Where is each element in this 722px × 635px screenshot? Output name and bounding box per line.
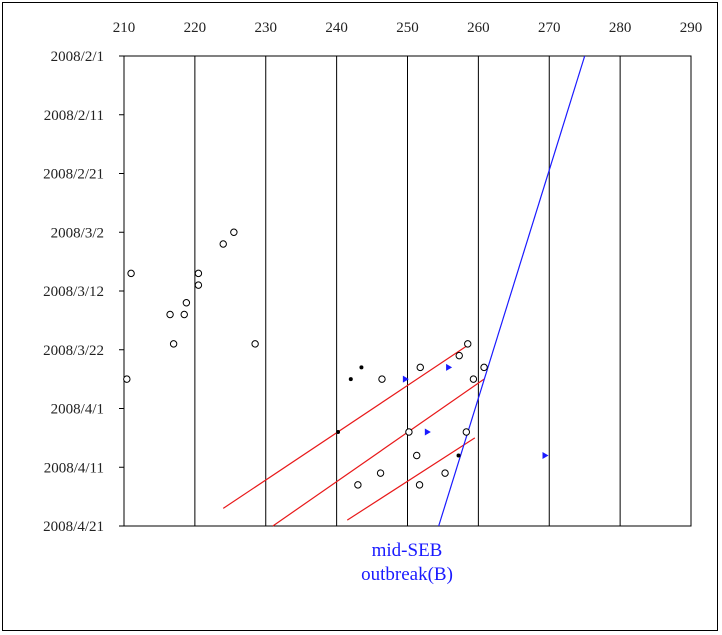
data-point-open-circle — [123, 375, 131, 383]
data-point-dot — [336, 430, 341, 434]
y-tick-label: 2008/2/11 — [44, 108, 104, 124]
annotation-label: outbreak(B) — [361, 564, 453, 585]
data-point-open-circle — [416, 363, 424, 372]
trend-line — [272, 378, 485, 527]
data-point-dot — [359, 365, 364, 370]
trend-line — [222, 343, 471, 509]
x-tick-label: 250 — [396, 20, 419, 36]
trend-line — [438, 55, 586, 527]
data-point-open-circle — [194, 281, 203, 289]
data-point-triangle — [446, 363, 453, 371]
trend-line — [346, 437, 476, 521]
data-point-open-circle — [182, 299, 191, 307]
x-tick-label: 260 — [467, 20, 490, 36]
data-point-open-circle — [354, 481, 362, 489]
data-point-triangle — [542, 452, 549, 459]
data-point-dot — [348, 377, 353, 382]
x-tick-label: 220 — [184, 20, 207, 36]
data-point-open-circle — [405, 428, 413, 436]
data-point-triangle — [402, 375, 409, 383]
data-point-open-circle — [441, 469, 449, 477]
data-point-triangle — [424, 428, 431, 436]
data-point-open-circle — [480, 363, 488, 372]
x-tick-label: 290 — [680, 20, 703, 36]
data-point-open-circle — [127, 269, 135, 278]
y-tick-label: 2008/2/1 — [51, 49, 104, 65]
data-point-dot — [456, 453, 461, 458]
data-point-open-circle — [169, 340, 178, 348]
data-point-open-circle — [194, 269, 203, 278]
x-tick-label: 210 — [113, 20, 136, 36]
data-point-open-circle — [376, 469, 385, 477]
data-point-open-circle — [251, 340, 259, 348]
y-tick-label: 2008/4/1 — [51, 402, 104, 418]
data-point-open-circle — [219, 240, 227, 248]
data-point-open-circle — [462, 428, 471, 436]
x-tick-label: 280 — [609, 20, 632, 36]
data-point-open-circle — [230, 228, 238, 236]
data-point-open-circle — [455, 351, 463, 360]
y-tick-label: 2008/2/21 — [43, 167, 104, 183]
data-point-open-circle — [413, 451, 421, 460]
data-point-open-circle — [180, 310, 188, 319]
x-tick-label: 270 — [538, 20, 561, 36]
data-point-open-circle — [415, 481, 424, 489]
data-point-open-circle — [166, 310, 174, 319]
annotation-label: mid-SEB — [372, 540, 443, 561]
y-tick-label: 2008/3/2 — [51, 225, 104, 241]
y-tick-label: 2008/3/12 — [43, 284, 104, 300]
x-tick-label: 230 — [255, 20, 278, 36]
x-tick-label: 240 — [325, 20, 348, 36]
y-tick-label: 2008/4/11 — [44, 460, 104, 476]
y-tick-label: 2008/4/21 — [43, 519, 104, 535]
y-tick-label: 2008/3/22 — [43, 343, 104, 359]
data-point-open-circle — [378, 375, 386, 383]
data-point-open-circle — [469, 375, 478, 383]
data-point-open-circle — [464, 340, 472, 348]
